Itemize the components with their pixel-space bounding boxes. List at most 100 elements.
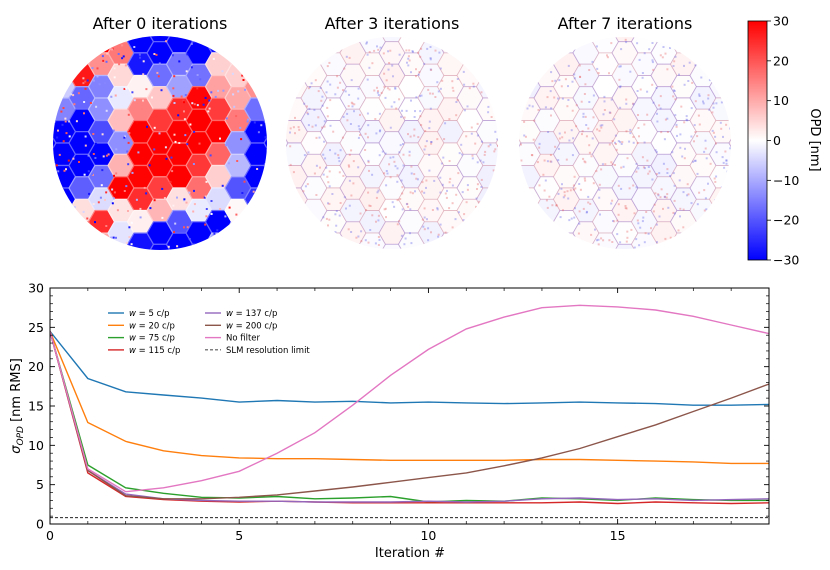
speckle xyxy=(105,109,108,112)
speckle xyxy=(659,95,662,98)
speckle xyxy=(664,52,667,55)
speckle xyxy=(420,47,423,50)
speckle xyxy=(659,54,662,57)
y-tick-label: 25 xyxy=(28,320,44,335)
speckle xyxy=(584,161,587,164)
speckle xyxy=(384,152,387,155)
speckle xyxy=(389,156,392,159)
speckle xyxy=(682,226,685,229)
speckle xyxy=(638,244,641,247)
speckle xyxy=(388,62,391,64)
speckle xyxy=(170,156,173,159)
speckle xyxy=(410,99,412,102)
speckle xyxy=(188,191,191,194)
speckle xyxy=(573,73,576,76)
y-axis-label-unit: [nm RMS] xyxy=(9,358,24,426)
speckle xyxy=(676,134,678,137)
speckle xyxy=(96,67,99,70)
speckle xyxy=(455,193,458,196)
speckle xyxy=(487,105,490,108)
speckle xyxy=(413,173,416,176)
hex-segment xyxy=(68,41,96,65)
speckle xyxy=(313,108,316,111)
speckle xyxy=(451,86,454,89)
speckle xyxy=(547,131,550,133)
speckle xyxy=(240,138,243,141)
speckle xyxy=(199,78,202,81)
speckle xyxy=(600,126,603,129)
speckle xyxy=(487,145,490,148)
speckle xyxy=(721,156,724,159)
speckle xyxy=(633,246,636,249)
speckle xyxy=(328,61,331,64)
speckle xyxy=(165,157,168,160)
speckle xyxy=(91,67,94,69)
speckle xyxy=(669,47,671,49)
speckle xyxy=(196,104,199,107)
speckle xyxy=(139,207,142,210)
speckle xyxy=(431,209,434,211)
speckle xyxy=(729,147,731,150)
speckle xyxy=(415,177,418,180)
speckle xyxy=(383,85,386,88)
speckle xyxy=(472,85,475,88)
speckle xyxy=(123,190,126,192)
speckle xyxy=(608,72,610,75)
speckle xyxy=(409,135,412,138)
speckle xyxy=(638,58,641,61)
speckle xyxy=(651,178,654,181)
speckle xyxy=(566,190,569,193)
speckle xyxy=(651,61,654,64)
legend-var: w xyxy=(226,309,233,319)
hex-segment xyxy=(68,221,96,245)
speckle xyxy=(396,174,399,177)
speckle xyxy=(401,109,403,112)
speckle xyxy=(672,95,675,98)
speckle xyxy=(428,169,431,172)
speckle xyxy=(96,75,99,78)
speckle xyxy=(410,242,413,245)
speckle xyxy=(315,136,318,139)
speckle xyxy=(350,79,353,82)
speckle xyxy=(566,105,569,108)
speckle xyxy=(417,51,420,54)
speckle xyxy=(587,195,590,198)
colorbar-gradient xyxy=(747,20,768,261)
speckle xyxy=(350,101,353,104)
speckle xyxy=(600,168,603,171)
speckle xyxy=(714,180,717,183)
speckle xyxy=(128,236,131,239)
speckle xyxy=(399,144,402,147)
hex-segment xyxy=(204,232,233,250)
speckle xyxy=(394,165,397,168)
x-tick-label: 0 xyxy=(46,528,54,543)
speckle xyxy=(686,183,689,186)
speckle xyxy=(687,80,690,82)
speckle xyxy=(133,99,136,102)
speckle xyxy=(91,173,93,176)
speckle xyxy=(437,235,440,238)
speckle xyxy=(186,53,189,56)
speckle xyxy=(476,161,479,164)
speckle xyxy=(366,41,368,44)
speckle xyxy=(494,148,497,151)
speckle xyxy=(186,226,189,229)
speckle xyxy=(480,178,483,181)
speckle xyxy=(666,172,669,174)
speckle xyxy=(629,128,632,131)
speckle xyxy=(611,140,614,142)
speckle xyxy=(645,211,648,213)
speckle xyxy=(133,46,136,48)
speckle xyxy=(703,209,706,212)
speckle xyxy=(332,130,335,133)
speckle xyxy=(75,120,78,123)
speckle xyxy=(624,207,627,209)
speckle xyxy=(707,94,710,97)
speckle xyxy=(289,131,291,134)
speckle xyxy=(56,136,59,139)
speckle xyxy=(389,126,392,129)
speckle xyxy=(89,102,92,104)
speckle xyxy=(306,105,308,108)
speckle xyxy=(180,95,183,98)
y-tick-label: 0 xyxy=(36,517,44,532)
